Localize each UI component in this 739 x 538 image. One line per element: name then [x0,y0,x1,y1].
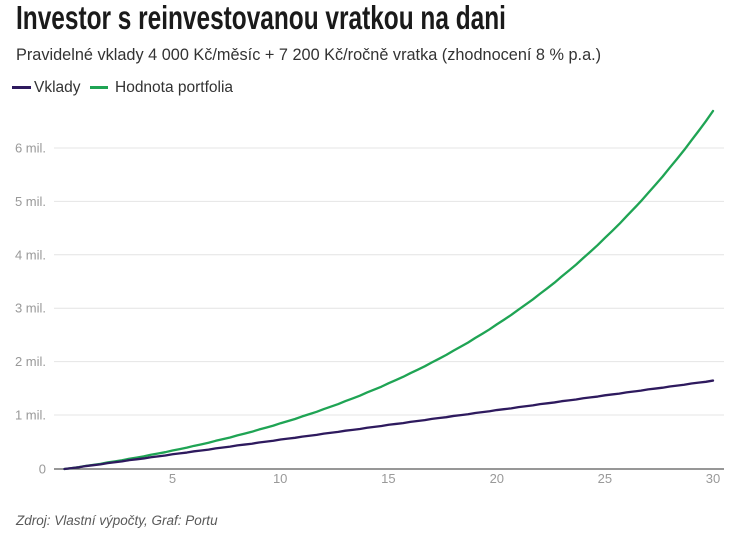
svg-text:15: 15 [381,471,395,486]
svg-text:5: 5 [169,471,176,486]
svg-text:10: 10 [273,471,287,486]
svg-text:2 mil.: 2 mil. [15,354,46,369]
svg-text:5 mil.: 5 mil. [15,194,46,209]
svg-text:4 mil.: 4 mil. [15,247,46,262]
svg-text:20: 20 [490,471,504,486]
svg-text:6 mil.: 6 mil. [15,141,46,156]
svg-text:1 mil.: 1 mil. [15,408,46,423]
svg-text:3 mil.: 3 mil. [15,301,46,316]
svg-text:30: 30 [706,471,720,486]
svg-text:0: 0 [39,462,46,477]
svg-text:25: 25 [598,471,612,486]
